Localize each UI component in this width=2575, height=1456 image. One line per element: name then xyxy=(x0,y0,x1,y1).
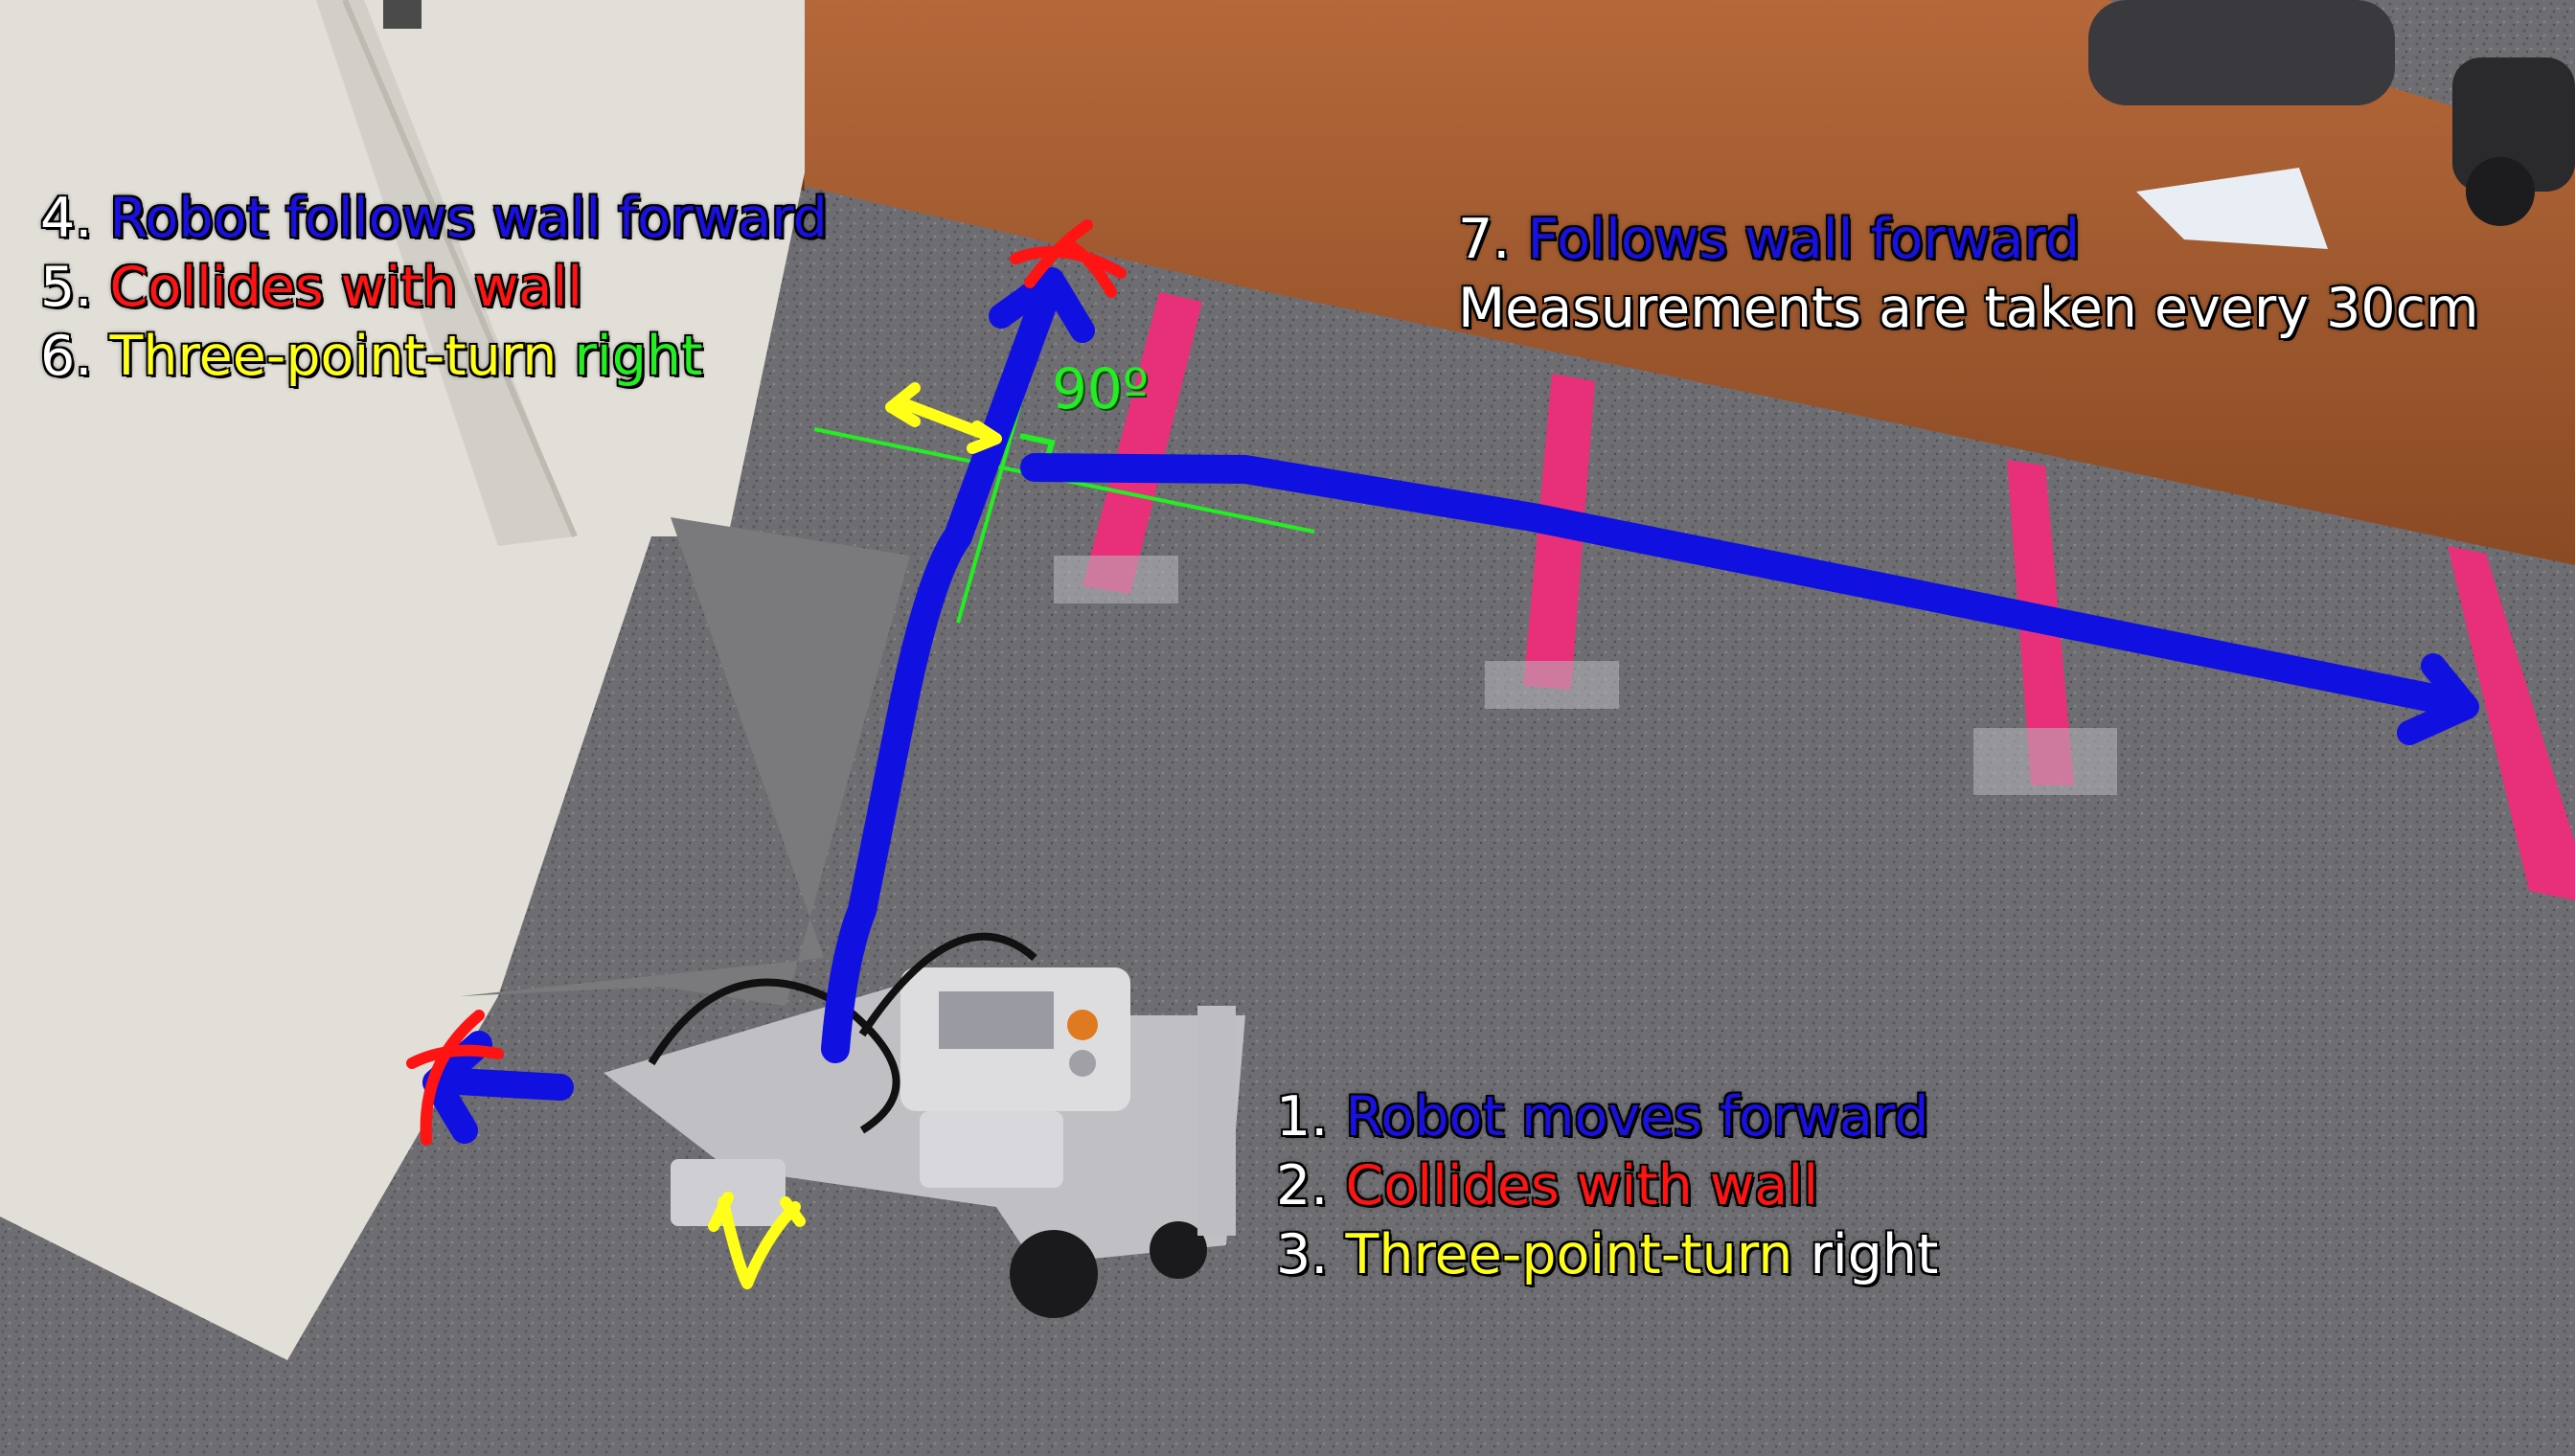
cable-tray xyxy=(460,517,910,1006)
robot-path xyxy=(422,267,2479,1144)
step-3-number: 3. xyxy=(1276,1223,1346,1286)
three-point-turn-icon xyxy=(708,1192,806,1289)
office-chair-base xyxy=(2088,0,2575,226)
arrow-right-icon xyxy=(2397,653,2479,745)
step-5: 5. Collides with wall xyxy=(40,253,828,322)
arrow-up-icon xyxy=(989,267,1095,343)
step-4-text: Robot follows wall forward xyxy=(109,187,828,250)
collision-icon xyxy=(1010,219,1127,298)
step-1-number: 1. xyxy=(1276,1085,1346,1149)
step-3-direction: right xyxy=(1792,1223,1939,1286)
step-1-text: Robot moves forward xyxy=(1345,1085,1929,1149)
measurement-note: Measurements are taken every 30cm xyxy=(1458,277,2479,340)
wooden-wall xyxy=(766,0,2575,565)
tape-marker xyxy=(1082,292,1202,594)
collision-marks xyxy=(406,219,1127,1146)
step-2: 2. Collides with wall xyxy=(1276,1151,1938,1220)
step-2-text: Collides with wall xyxy=(1345,1154,1819,1217)
filing-cabinet xyxy=(0,0,805,1360)
step-4: 4. Robot follows wall forward xyxy=(40,184,828,253)
step-7: 7. Follows wall forward xyxy=(1458,205,2479,274)
step-3-text: Three-point-turn xyxy=(1345,1223,1793,1286)
path-segment-forward xyxy=(821,273,1063,1063)
tape-marker xyxy=(2448,546,2575,900)
step-2-number: 2. xyxy=(1276,1154,1346,1217)
step-4-number: 4. xyxy=(40,187,110,250)
top-left-caption: 4. Robot follows wall forward 5. Collide… xyxy=(40,184,828,391)
step-1: 1. Robot moves forward xyxy=(1276,1082,1938,1151)
step-7-text: Follows wall forward xyxy=(1527,208,2081,271)
bottom-caption: 1. Robot moves forward 2. Collides with … xyxy=(1276,1082,1938,1289)
angle-label: 90º xyxy=(1052,356,1150,421)
step-6-number: 6. xyxy=(40,325,110,388)
step-6-text: Three-point-turn xyxy=(109,325,558,388)
three-point-turn-icon xyxy=(885,382,1002,454)
step-6-direction: right xyxy=(557,325,703,388)
step-5-number: 5. xyxy=(40,256,110,319)
paper-scrap xyxy=(2136,168,2328,249)
path-segment-along-wall xyxy=(1020,453,2476,718)
step-6: 6. Three-point-turn right xyxy=(40,322,828,391)
collision-icon xyxy=(406,1010,504,1146)
turn-marks xyxy=(708,382,1002,1289)
step-5-text: Collides with wall xyxy=(109,256,583,319)
step-3: 3. Three-point-turn right xyxy=(1276,1220,1938,1289)
top-right-caption: 7. Follows wall forward Measurements are… xyxy=(1458,205,2479,343)
step-7-number: 7. xyxy=(1458,208,1528,271)
